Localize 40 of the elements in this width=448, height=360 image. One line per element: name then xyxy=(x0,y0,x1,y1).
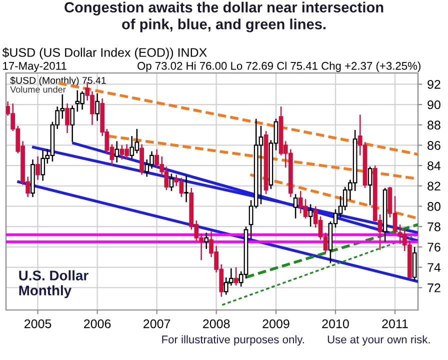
x-tick-label: 2010 xyxy=(322,319,349,328)
candlestick xyxy=(36,156,40,180)
y-tick-label: 72 xyxy=(428,283,440,292)
x-tick-label: 2008 xyxy=(203,319,230,328)
y-tick-label: 76 xyxy=(428,242,440,252)
candlestick xyxy=(169,173,174,192)
x-tick-label: 2005 xyxy=(24,319,52,328)
candlestick xyxy=(95,92,100,122)
y-tick-label: 84 xyxy=(428,161,441,170)
candlestick xyxy=(40,150,46,182)
text: $USD (US Dollar Index (EOD)) INDX xyxy=(2,48,207,60)
candlestick xyxy=(184,175,189,203)
y-tick-label: 78 xyxy=(428,222,440,232)
text: Use at your own risk. xyxy=(328,335,430,346)
annotation: Volume under xyxy=(10,86,66,93)
text: Op 73.02 Hi 76.00 Lo 72.69 Cl 75.41 Chg +2.37 (+3.25%) xyxy=(138,62,420,72)
candlestick xyxy=(293,193,298,220)
y-tick-label: 82 xyxy=(428,182,440,191)
y-tick-label: 86 xyxy=(428,141,440,150)
candlestick xyxy=(140,144,144,176)
y-tick-label: 80 xyxy=(428,202,440,211)
text: For illustrative purposes only. xyxy=(162,335,304,346)
text: 17-May-2011 xyxy=(3,62,66,72)
x-tick-label: 2007 xyxy=(144,319,170,328)
candlestick xyxy=(204,232,209,250)
candlestick xyxy=(308,204,313,228)
x-tick-label: 2011 xyxy=(382,319,408,328)
candlestick xyxy=(65,102,70,134)
y-tick-label: 74 xyxy=(428,263,441,272)
candlestick xyxy=(70,104,75,143)
candlestick xyxy=(114,140,120,164)
candlestick xyxy=(368,166,372,206)
candlestick xyxy=(234,266,238,286)
annotation: U.S. Dollar Monthly xyxy=(19,270,88,298)
y-tick-label: 88 xyxy=(428,120,440,130)
x-tick-label: 2006 xyxy=(84,319,111,328)
chart-title: Congestion awaits the dollar near intersection of pink, blue, and green lines. xyxy=(64,2,384,32)
y-tick-label: 90 xyxy=(428,100,440,110)
y-tick-label: 92 xyxy=(428,80,440,89)
x-tick-label: 2009 xyxy=(262,319,290,328)
